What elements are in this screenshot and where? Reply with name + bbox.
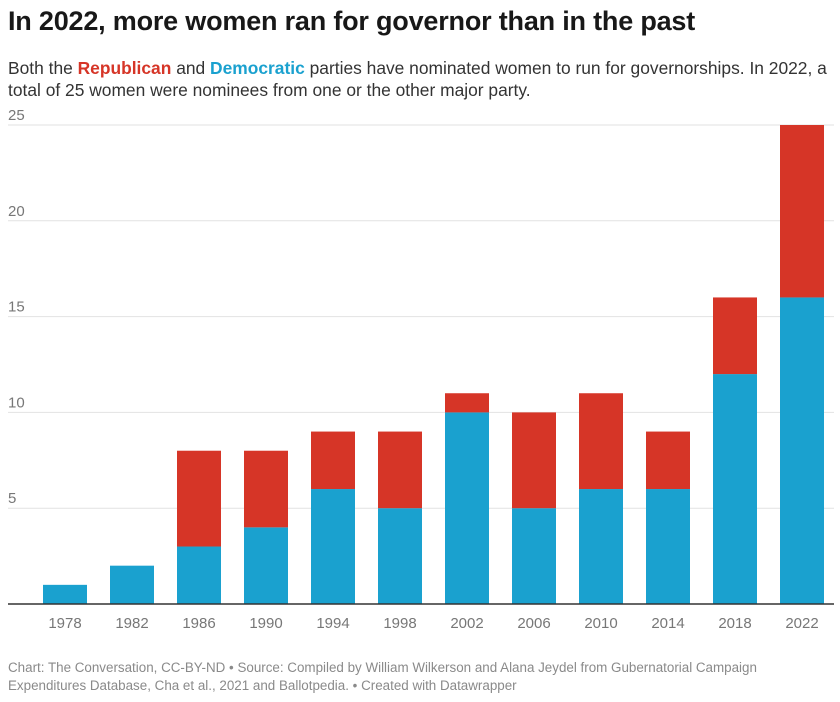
subtitle-prefix: Both the [8,58,78,78]
x-tick-label: 1990 [249,615,282,632]
bar-democratic [311,489,355,604]
y-tick-label: 15 [8,299,25,316]
y-tick-label: 10 [8,394,25,411]
bar-republican [378,431,422,509]
bar-republican [780,125,824,298]
y-tick-label: 20 [8,203,25,220]
bar-democratic [713,374,757,604]
x-tick-label: 2022 [785,615,818,632]
bar-democratic [378,508,422,604]
bar-democratic [244,527,288,604]
bar-democratic [512,508,556,604]
bar-democratic [43,584,87,604]
bar-republican [445,393,489,413]
bars [43,125,824,604]
x-tick-label: 2002 [450,615,483,632]
x-tick-label: 1986 [182,615,215,632]
y-tick-label: 25 [8,107,25,124]
x-tick-label: 2014 [651,615,684,632]
bar-democratic [646,489,690,604]
x-tick-label: 2010 [584,615,617,632]
bar-republican [512,412,556,509]
y-tick-label: 5 [8,490,16,507]
chart-footer: Chart: The Conversation, CC-BY-ND • Sour… [8,660,757,693]
bar-democratic [579,489,623,604]
bar-republican [311,431,355,490]
bar-republican [646,431,690,490]
axes: 5 10 15 20 25 1978 1982 1986 1990 1994 1998 2002 200… [8,107,834,632]
x-tick-label: 1982 [115,615,148,632]
bar-republican [579,393,623,490]
democratic-label: Democratic [210,58,305,78]
bar-republican [713,297,757,375]
bar-republican [244,450,288,528]
x-tick-label: 1998 [383,615,416,632]
x-tick-label: 1978 [48,615,81,632]
bar-republican [177,450,221,547]
x-tick-label: 1994 [316,615,349,632]
chart-subtitle: Both the Republican and Democratic parti… [8,57,834,101]
subtitle-middle: and [171,58,211,78]
bar-democratic [177,546,221,604]
x-tick-label: 2006 [517,615,550,632]
chart-title: In 2022, more women ran for governor tha… [8,6,696,36]
x-tick-label: 2018 [718,615,751,632]
bar-democratic [445,412,489,604]
republican-label: Republican [77,58,172,78]
bar-democratic [110,565,154,604]
bar-democratic [780,297,824,604]
stacked-bar-chart: 5 10 15 20 25 1978 1982 1986 1990 1994 1998 2002 200… [8,107,834,632]
subtitle-suffix: parties have nominated women to run for … [8,58,827,100]
